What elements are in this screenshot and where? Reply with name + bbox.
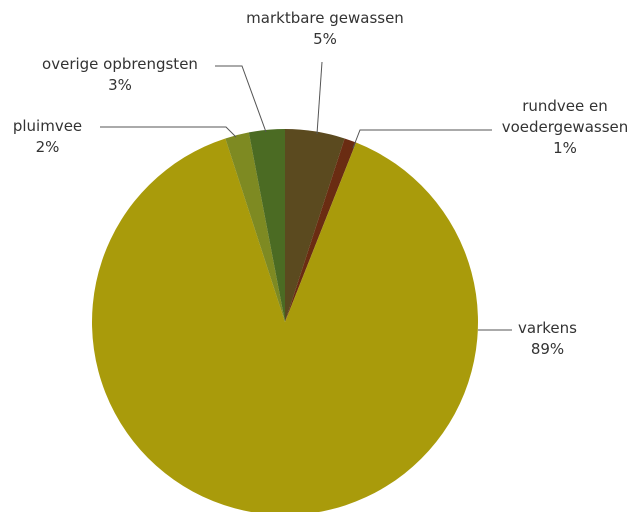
value-label: 1% [553,139,577,157]
leader-line [100,126,237,138]
pie-slice [285,138,357,322]
pie-slice [225,132,285,322]
category-name: varkens [518,319,577,337]
value-label: 3% [108,76,132,94]
pie-slice [248,129,285,322]
slice-label: marktbare gewassen 5% [225,8,425,50]
category-name: pluimvee [12,117,83,135]
slice-label: varkens 89% [490,318,605,360]
value-label: 89% [530,340,565,358]
pie-slice [285,129,345,322]
slice-label: overige opbrengsten 3% [20,54,220,96]
leader-line [352,129,492,149]
leader-line [316,61,323,135]
category-name: marktbare gewassen [246,9,404,27]
slice-label: rundvee en voedergewassen 1% [490,96,639,159]
value-label: 2% [35,138,60,156]
category-name: rundvee en voedergewassen [501,97,629,136]
value-label: 5% [313,30,337,48]
pie-slice [92,138,478,512]
category-name: overige opbrengsten [42,55,198,73]
leader-line [215,65,267,133]
slice-label: pluimvee 2% [0,116,95,158]
